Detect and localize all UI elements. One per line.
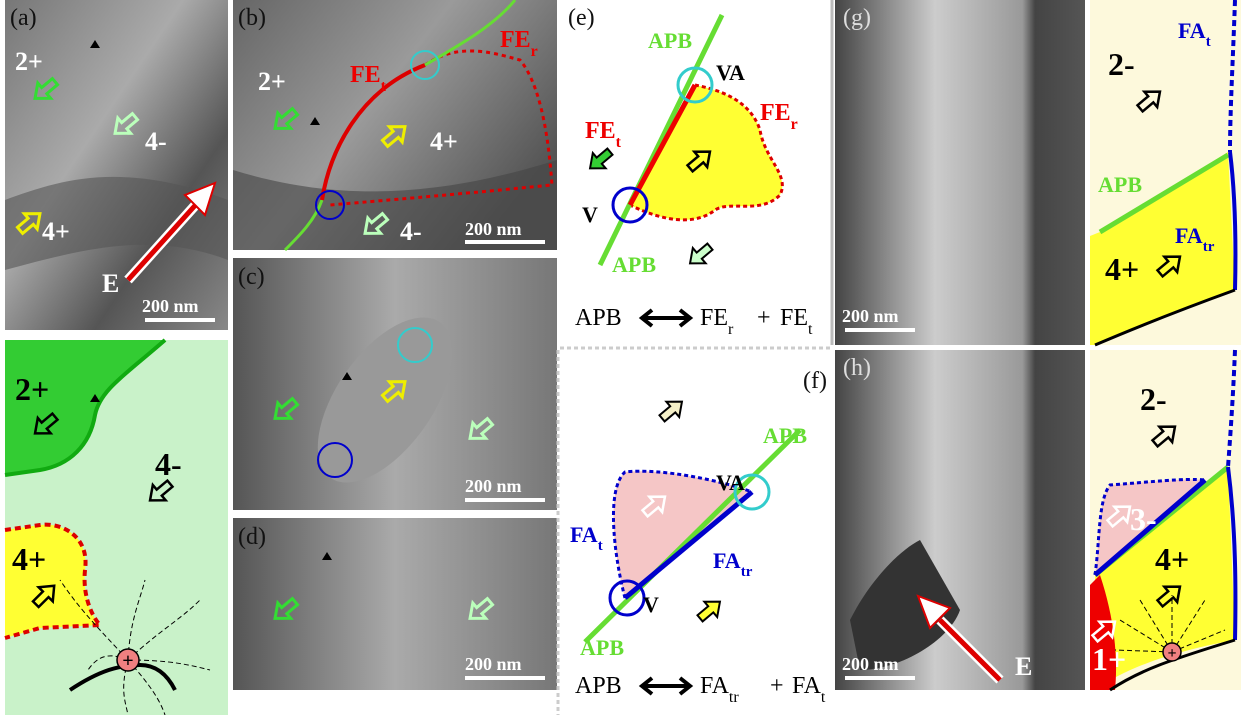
equation-left: APB: [575, 673, 622, 699]
text-main: FA: [713, 548, 741, 573]
panel-label: (h): [843, 355, 871, 381]
text-main: FA: [1178, 18, 1206, 43]
text-sub: t: [808, 321, 813, 338]
panel-a-schematic: + 2+ 4- 4+: [5, 340, 228, 715]
equation-term: FAt: [792, 673, 826, 706]
equation-term: FAtr: [700, 673, 739, 706]
vertex-label: VA: [716, 60, 745, 85]
boundary-label: FAt: [570, 522, 603, 554]
domain-label: 2+: [15, 371, 49, 407]
panel-d: (d) 200 nm: [233, 518, 557, 690]
text-sub: t: [598, 538, 603, 554]
domain-label: 3-: [1130, 501, 1157, 537]
vertex-label: V: [582, 202, 598, 227]
panel-label: (a): [10, 5, 37, 31]
domain-label: 2-: [1108, 46, 1135, 82]
panel-b: (b) 2+ 4+ 4- FEt FEr 200 nm: [233, 0, 557, 250]
apb-label: APB: [580, 635, 624, 660]
panel-a: (a) 2+ 4- 4+ E 200 nm: [5, 0, 228, 330]
panel-c: (c) 200 nm: [233, 258, 557, 510]
figure: (a) 2+ 4- 4+ E 200 nm + 2+ 4- 4+ (b) 2+ …: [0, 0, 1241, 715]
scale-label: 200 nm: [465, 219, 522, 239]
panel-label: (d): [238, 524, 266, 550]
domain-label: 4+: [12, 541, 46, 577]
charge-label: +: [122, 650, 133, 672]
text-sub: tr: [729, 689, 739, 706]
domain-label: 4-: [145, 127, 167, 156]
charge-label: +: [1167, 645, 1176, 662]
text-sub: tr: [741, 564, 753, 580]
domain-label: 2-: [1140, 381, 1167, 417]
panel-label: (g): [843, 5, 871, 31]
equation-left: APB: [575, 305, 622, 331]
panel-label: (c): [238, 264, 265, 290]
domain-label: 4+: [42, 217, 70, 246]
text-main: FE: [780, 305, 808, 331]
text-sub: tr: [1203, 239, 1215, 255]
apb-label: APB: [763, 423, 807, 448]
text-sub: r: [531, 43, 538, 60]
panel-h: (h) E 200 nm: [835, 350, 1085, 690]
panel-h-schematic: + 2- 3- 4+ 1+: [1089, 350, 1241, 690]
text-main: FE: [585, 118, 616, 144]
boundary-label: FAtr: [713, 548, 753, 580]
scale-label: 200 nm: [465, 476, 522, 496]
boundary-label: FEt: [585, 118, 622, 151]
field-label: E: [102, 269, 119, 298]
panel-e: (e) APB APB VA V FEt FEr APB FEr + FEt: [560, 0, 832, 348]
scale-label: 200 nm: [142, 296, 199, 316]
text-sub: t: [821, 689, 826, 706]
panel-g-schematic: FAt 2- APB FAtr 4+: [1090, 0, 1241, 345]
text-sub: r: [728, 321, 734, 338]
domain-label: 2+: [258, 67, 286, 96]
apb-label: APB: [1098, 172, 1142, 197]
text-main: FE: [500, 27, 531, 53]
domain-label: 4-: [400, 217, 422, 246]
domain-label: 4-: [155, 446, 182, 482]
vertex-label: V: [643, 592, 659, 617]
text-main: FA: [792, 673, 822, 699]
text-sub: r: [791, 116, 798, 133]
scale-label: 200 nm: [842, 654, 899, 674]
equation-op: +: [757, 305, 771, 331]
equation-op: +: [770, 673, 784, 699]
panel-label: (e): [568, 5, 595, 31]
vertex-label: VA: [716, 470, 745, 495]
panel-g: (g) 200 nm: [835, 0, 1085, 345]
text-main: FE: [350, 62, 381, 88]
text-sub: t: [381, 78, 387, 95]
apb-label: APB: [648, 28, 692, 53]
field-label: E: [1015, 652, 1032, 681]
text-main: FA: [1175, 223, 1203, 248]
text-main: FE: [760, 100, 791, 126]
text-sub: t: [616, 134, 622, 151]
equation-term: FEr: [700, 305, 734, 338]
domain-label: 4+: [1155, 541, 1189, 577]
equation-term: FEt: [780, 305, 813, 338]
text-main: FA: [700, 673, 730, 699]
scale-label: 200 nm: [842, 306, 899, 326]
boundary-label: FEr: [760, 100, 798, 133]
scale-label: 200 nm: [465, 654, 522, 674]
domain-label: 4+: [1105, 251, 1139, 287]
domain-label: 1+: [1092, 641, 1126, 677]
text-main: FA: [570, 522, 598, 547]
text-sub: t: [1206, 34, 1211, 50]
panel-f: (f) APB APB VA V FAt FAtr APB FAtr + FAt: [558, 350, 827, 715]
text-main: FE: [700, 305, 728, 331]
panel-label: (b): [238, 5, 266, 31]
panel-label: (f): [803, 368, 827, 394]
apb-label: APB: [612, 252, 656, 277]
domain-label: 4+: [430, 127, 458, 156]
domain-label: 2+: [15, 47, 43, 76]
